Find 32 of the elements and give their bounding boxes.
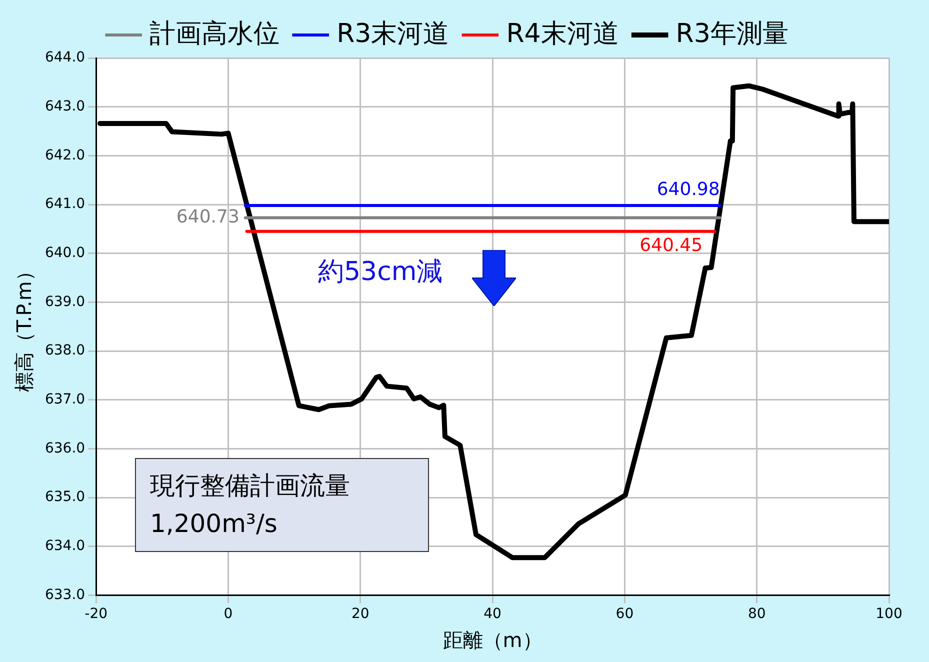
data-label: 640.45 [640,235,703,256]
legend-label: R3年測量 [676,18,788,49]
x-tick-label: 100 [876,606,902,622]
x-axis-title: 距離（m） [442,628,542,652]
y-tick-label: 642.0 [44,147,86,164]
x-tick-label: 0 [224,606,233,622]
y-tick-label: 641.0 [44,196,86,212]
annotation: 1,200m³/s [150,508,278,540]
legend-label: R3末河道 [336,18,450,49]
x-tick-label: 80 [748,606,766,622]
y-axis-title: 標高（T.P.m） [12,261,36,392]
note-box: 現行整備計画流量 1,200m³/s [135,458,429,552]
y-tick-label: 634.0 [44,538,86,554]
x-tick-label: 60 [616,606,634,622]
y-tick-label: 637.0 [44,391,86,408]
data-label: 640.73 [176,206,240,228]
x-tick-label: -20 [84,606,108,622]
y-tick-label: 633.0 [44,586,86,603]
y-tick-label: 635.0 [44,489,86,506]
legend-label: R4末河道 [506,18,619,49]
x-tick-label: 40 [484,606,502,622]
y-tick-label: 636.0 [44,440,86,456]
y-tick-label: 643.0 [44,98,86,114]
annotation: 現行整備計画流量 [150,470,351,502]
y-tick-label: 639.0 [44,294,86,310]
annotation: 約53cm減 [318,256,443,289]
data-label: 640.98 [656,179,720,200]
x-tick-label: 20 [351,606,370,622]
y-tick-label: 644.0 [44,50,86,66]
y-tick-label: 638.0 [44,342,86,359]
legend-label: 計画高水位 [150,18,280,49]
y-tick-label: 640.0 [44,244,86,261]
